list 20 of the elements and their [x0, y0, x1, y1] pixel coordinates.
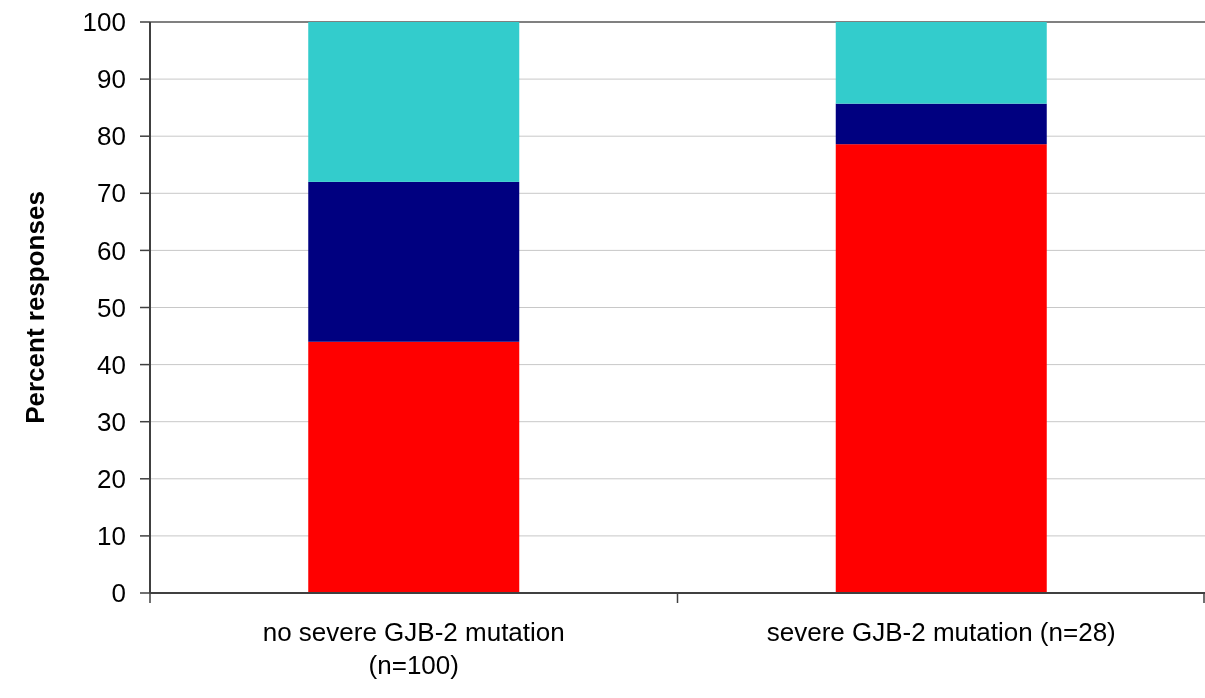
- bar: [835, 144, 1047, 593]
- x-tick-label: severe GJB-2 mutation (n=28): [766, 617, 1116, 647]
- y-tick-label: 80: [97, 121, 126, 152]
- y-tick-label: 100: [82, 7, 126, 38]
- x-tick-label: no severe GJB-2 mutation (n=100): [262, 617, 565, 680]
- y-tick-label: 50: [97, 292, 126, 323]
- bar: [835, 22, 1047, 104]
- y-tick-label: 20: [97, 463, 126, 494]
- y-tick-label: 0: [111, 578, 126, 609]
- bar: [308, 341, 520, 593]
- y-tick-label: 10: [97, 521, 126, 551]
- y-axis-title: Percent responses: [20, 191, 50, 424]
- bar: [835, 103, 1047, 145]
- bar: [308, 181, 520, 342]
- y-tick-label: 30: [97, 406, 126, 437]
- y-tick-label: 60: [97, 235, 126, 266]
- bar: [308, 22, 520, 182]
- y-tick-label: 90: [97, 64, 126, 95]
- y-tick-label: 70: [97, 178, 126, 209]
- y-tick-label: 40: [97, 349, 126, 380]
